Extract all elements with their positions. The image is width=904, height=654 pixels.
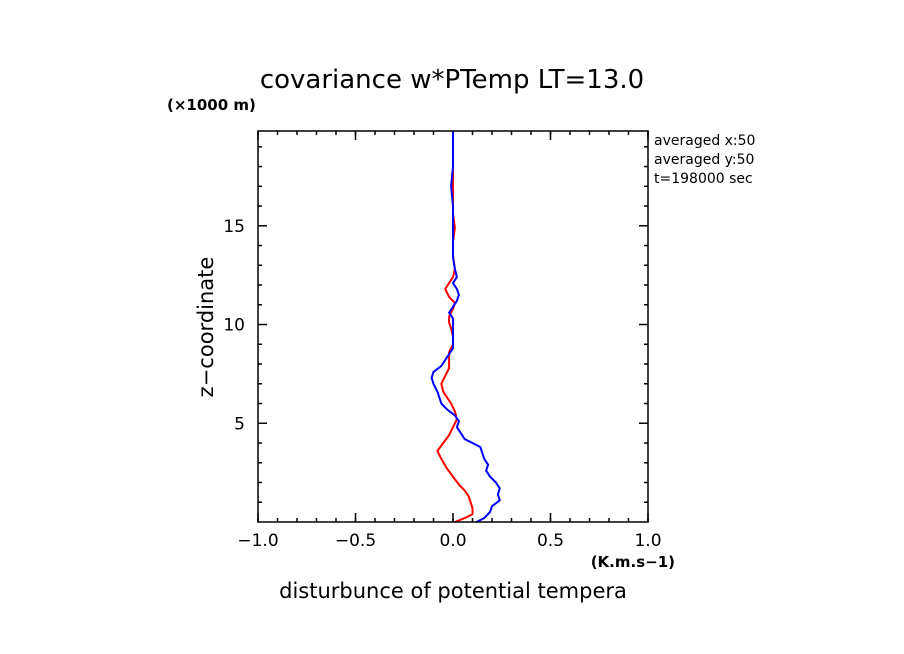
annotation-averaged-y: averaged y:50 bbox=[654, 152, 754, 168]
x-axis-label: disturbunce of potential tempera bbox=[279, 579, 627, 603]
chart-title: covariance w*PTemp LT=13.0 bbox=[260, 65, 644, 95]
y-axis-unit: (×1000 m) bbox=[167, 96, 256, 114]
y-tick-label: 10 bbox=[223, 316, 245, 336]
series-blue-line bbox=[430, 131, 501, 523]
annotation-averaged-x: averaged x:50 bbox=[654, 133, 755, 149]
x-tick-label: 0.5 bbox=[537, 531, 564, 551]
series-red-line bbox=[436, 131, 474, 523]
y-tick-label: 5 bbox=[234, 414, 245, 434]
y-axis-label: z−coordinate bbox=[194, 257, 218, 398]
x-tick-label: −1.0 bbox=[237, 531, 278, 551]
annotation-time: t=198000 sec bbox=[654, 171, 753, 187]
x-tick-label: −0.5 bbox=[335, 531, 376, 551]
axis-ticks: −1.0 −0.5 0.0 0.5 1.0 5 10 15 bbox=[223, 131, 662, 551]
x-axis-unit: (K.m.s−1) bbox=[591, 553, 675, 571]
x-tick-label: 0.0 bbox=[439, 531, 466, 551]
annotation-clip-cover bbox=[777, 130, 904, 190]
plot-frame bbox=[257, 130, 649, 523]
series-layer bbox=[430, 131, 501, 523]
y-tick-label: 15 bbox=[223, 217, 245, 237]
x-tick-label: 1.0 bbox=[634, 531, 661, 551]
